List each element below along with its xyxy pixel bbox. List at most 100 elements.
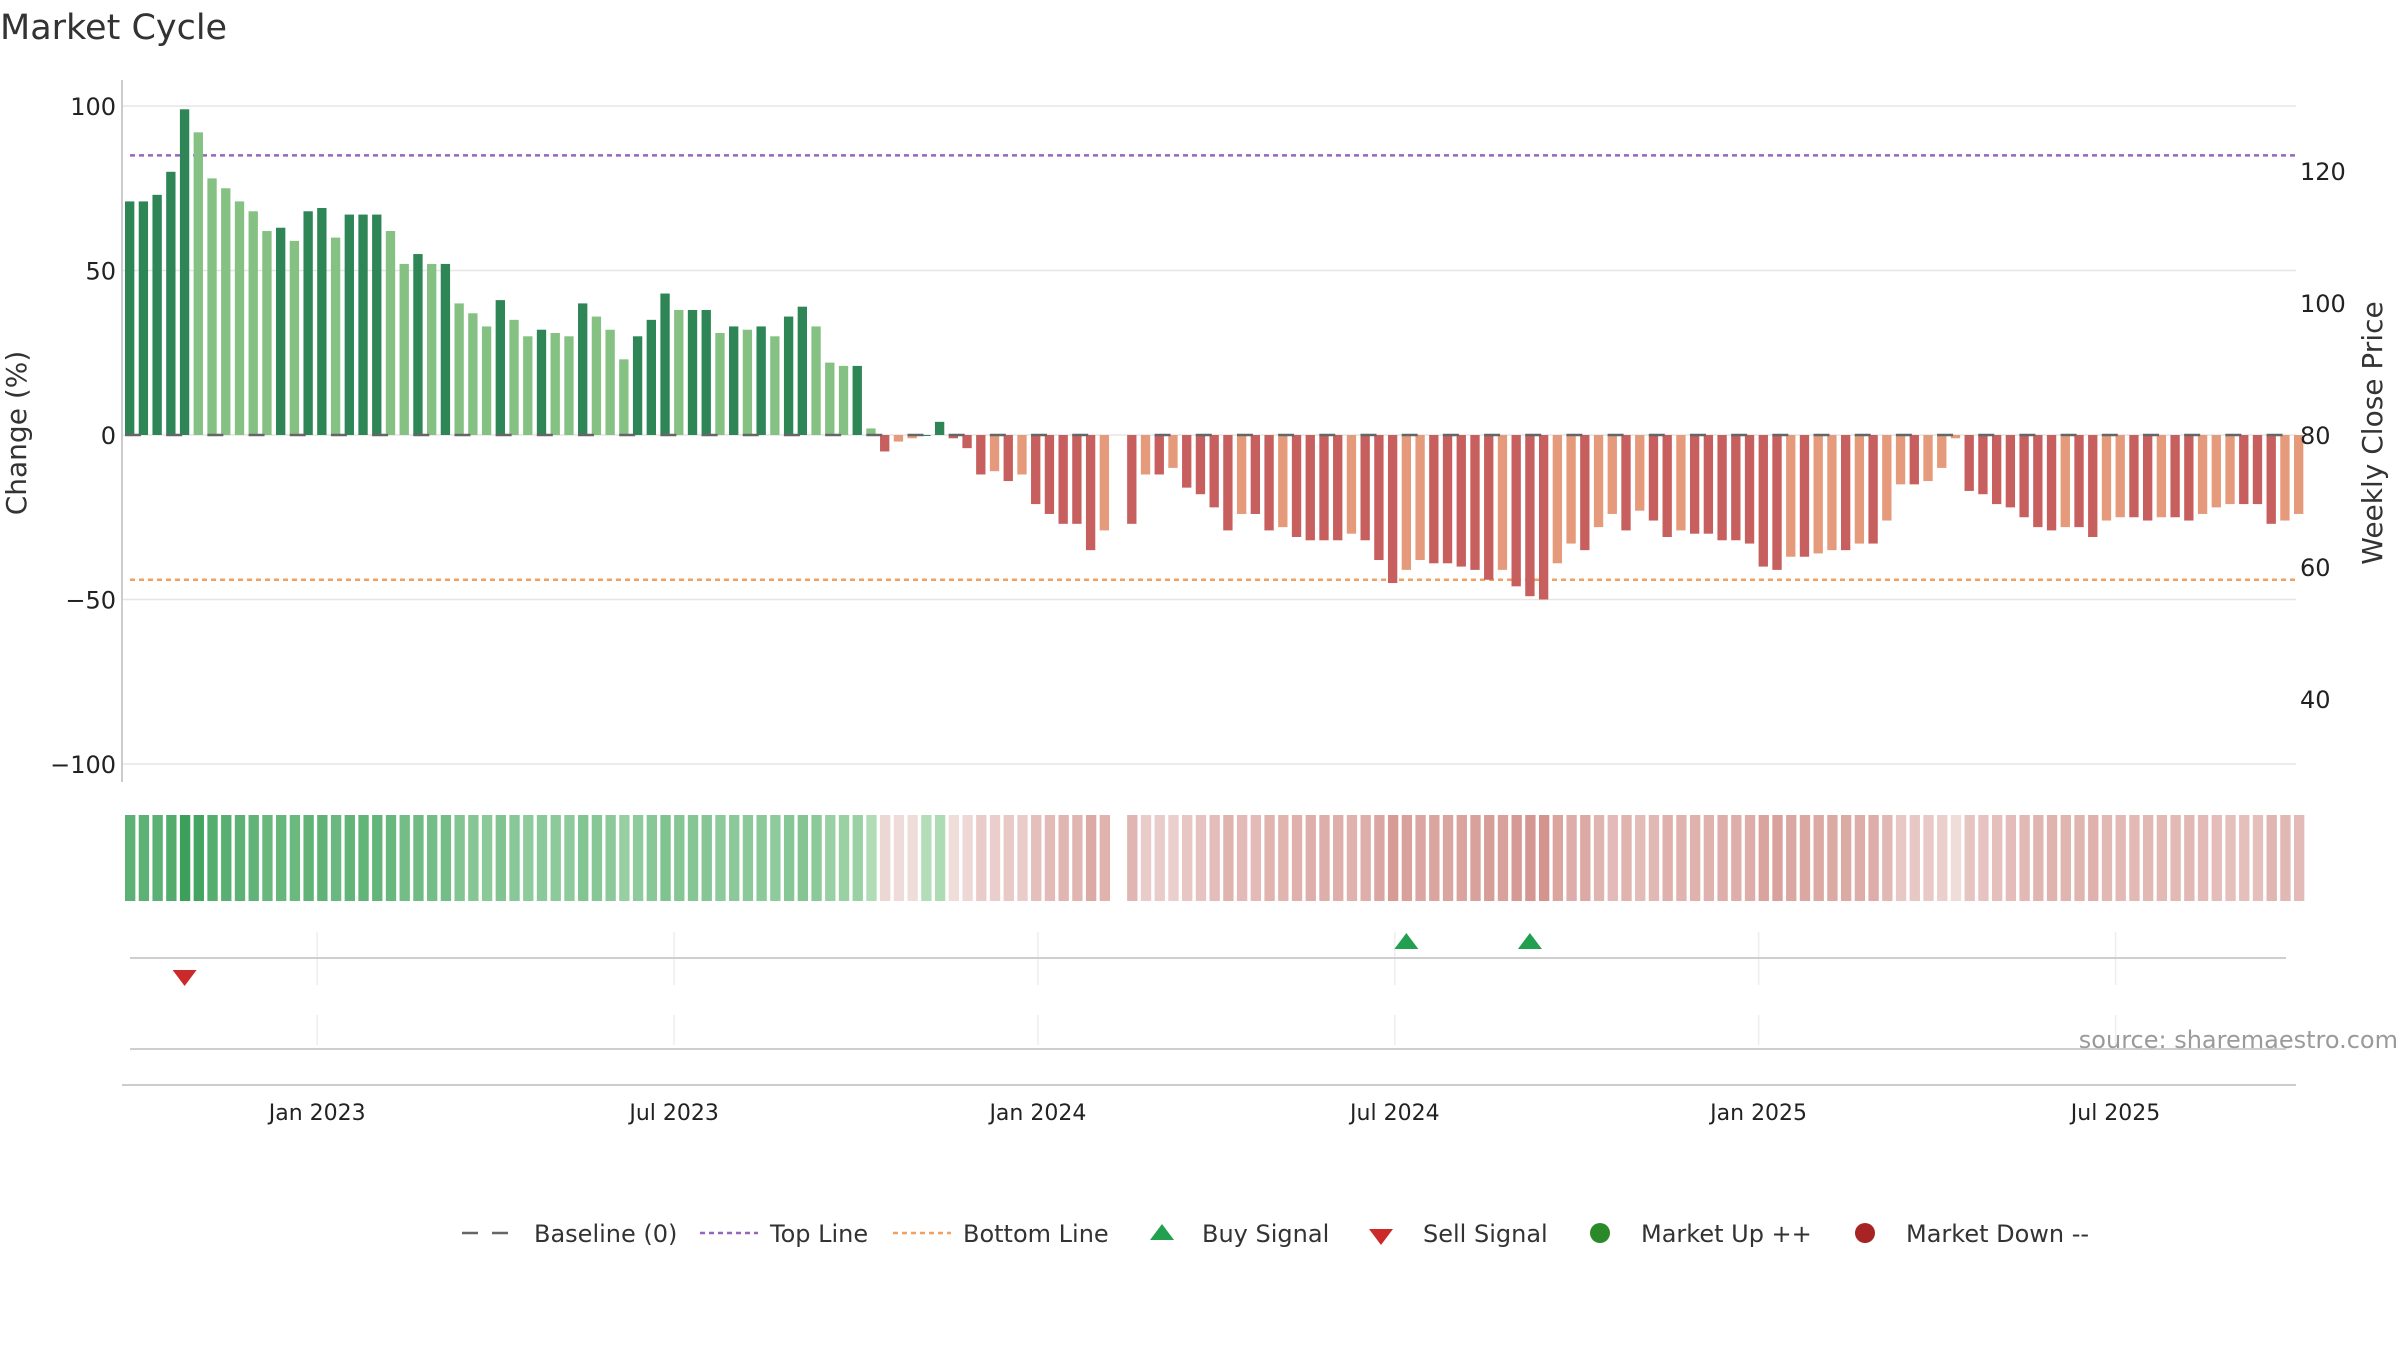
- heat-cell-week-127: [1854, 815, 1866, 901]
- heat-cell-week-24: [440, 815, 452, 901]
- heat-cell-week-154: [2225, 815, 2236, 901]
- bar-week-44: [715, 333, 725, 435]
- heat-cell-week-4: [166, 815, 177, 901]
- legend-market-down-label: Market Down --: [1906, 1220, 2089, 1248]
- heat-cell-week-28: [495, 815, 506, 901]
- heat-cell-week-92: [1374, 815, 1385, 901]
- heat-cell-week-91: [1360, 815, 1371, 901]
- heat-cell-week-97: [1442, 815, 1454, 901]
- y-axis-label-right: Weekly Close Price: [2356, 301, 2389, 564]
- bar-week-156: [2252, 435, 2263, 505]
- heat-cell-week-85: [1278, 815, 1289, 901]
- bar-week-70: [1072, 435, 1082, 524]
- bar-week-86: [1291, 435, 1302, 537]
- heat-cell-week-148: [2142, 815, 2154, 901]
- heat-cell-week-18: [358, 815, 369, 901]
- bar-week-39: [646, 319, 656, 435]
- bar-week-14: [303, 211, 313, 435]
- heat-cell-week-90: [1346, 815, 1358, 901]
- bar-week-114: [1676, 435, 1686, 531]
- bar-week-138: [2005, 435, 2016, 508]
- bar-week-7: [207, 178, 217, 435]
- legend-market-down-icon: [1855, 1223, 1875, 1243]
- bar-week-52: [825, 362, 835, 435]
- heat-cell-week-100: [1484, 815, 1495, 901]
- bar-week-150: [2170, 435, 2180, 518]
- bar-week-48: [770, 336, 780, 435]
- heat-cell-week-98: [1456, 815, 1467, 901]
- heat-cell-week-84: [1264, 815, 1275, 901]
- bar-week-153: [2211, 435, 2221, 508]
- bar-week-124: [1813, 435, 1823, 554]
- heat-cell-week-35: [591, 815, 603, 901]
- bar-week-141: [2046, 435, 2057, 531]
- bar-week-24: [440, 263, 451, 435]
- heat-cell-week-116: [1703, 815, 1715, 901]
- heat-cell-week-53: [838, 815, 850, 901]
- heat-cell-week-112: [1648, 815, 1660, 901]
- bar-week-69: [1058, 435, 1068, 524]
- buy-signal-marker: [1517, 933, 1542, 949]
- heat-cell-week-19: [372, 815, 383, 901]
- date-tick-label: Jul 2024: [1348, 1101, 1440, 1126]
- bar-week-128: [1868, 435, 1878, 544]
- bar-week-144: [2088, 435, 2098, 537]
- bar-week-81: [1223, 435, 1233, 531]
- bar-week-148: [2142, 435, 2153, 521]
- bar-week-112: [1648, 435, 1659, 521]
- bar-week-4: [166, 171, 176, 436]
- heat-cell-week-138: [2005, 815, 2017, 901]
- bar-week-51: [811, 326, 821, 435]
- heat-cell-week-6: [193, 815, 204, 901]
- bar-week-31: [536, 329, 547, 435]
- bar-week-1: [125, 201, 135, 435]
- right-tick-label: 60: [2300, 554, 2331, 582]
- heat-cell-week-21: [399, 815, 410, 901]
- heat-cell-week-158: [2280, 815, 2291, 901]
- heat-cell-week-123: [1799, 815, 1811, 901]
- right-tick-label: 80: [2300, 422, 2331, 450]
- heat-cell-week-13: [289, 815, 301, 901]
- heat-cell-week-14: [303, 815, 314, 901]
- bar-week-123: [1799, 435, 1810, 557]
- heat-cell-week-81: [1223, 815, 1234, 901]
- heat-cell-week-140: [2033, 815, 2044, 901]
- heat-cell-week-9: [234, 815, 246, 901]
- left-tick-label: −50: [65, 587, 116, 615]
- heat-cell-week-79: [1195, 815, 1207, 901]
- bar-week-62: [962, 435, 972, 449]
- heat-cell-week-45: [729, 815, 740, 901]
- chart-title: Market Cycle: [0, 8, 227, 48]
- source-label: source: sharemaestro.com: [2079, 1026, 2398, 1054]
- bar-week-157: [2266, 435, 2276, 524]
- bar-week-46: [742, 329, 753, 435]
- bar-week-105: [1552, 435, 1563, 564]
- bar-week-6: [193, 132, 203, 435]
- heat-cell-week-153: [2211, 815, 2222, 901]
- bar-week-146: [2115, 435, 2125, 518]
- legend-bottom-line-label: Bottom Line: [963, 1220, 1109, 1248]
- heat-cell-week-55: [866, 815, 877, 901]
- legend-market-up-label: Market Up ++: [1641, 1220, 1812, 1248]
- heat-cell-week-56: [880, 815, 891, 901]
- right-tick-labels: 120 100 80 60 40: [2300, 158, 2346, 714]
- bar-week-108: [1593, 435, 1604, 528]
- bar-week-30: [523, 336, 533, 435]
- bar-week-93: [1387, 435, 1398, 584]
- bar-week-27: [481, 326, 492, 435]
- left-tick-label: −100: [50, 751, 116, 779]
- heat-cell-week-59: [921, 815, 932, 901]
- heat-cell-week-8: [221, 815, 232, 901]
- bar-week-129: [1882, 435, 1892, 521]
- bar-week-76: [1154, 435, 1164, 475]
- bar-week-61: [948, 435, 959, 439]
- heat-cell-week-104: [1538, 815, 1550, 901]
- bar-week-115: [1689, 435, 1700, 534]
- bar-week-10: [248, 211, 258, 435]
- heat-cell-week-51: [811, 815, 822, 901]
- bar-week-143: [2074, 435, 2084, 528]
- bar-week-97: [1442, 435, 1453, 564]
- heat-cell-week-7: [207, 815, 218, 901]
- bar-week-87: [1305, 435, 1315, 541]
- bar-week-117: [1717, 435, 1727, 541]
